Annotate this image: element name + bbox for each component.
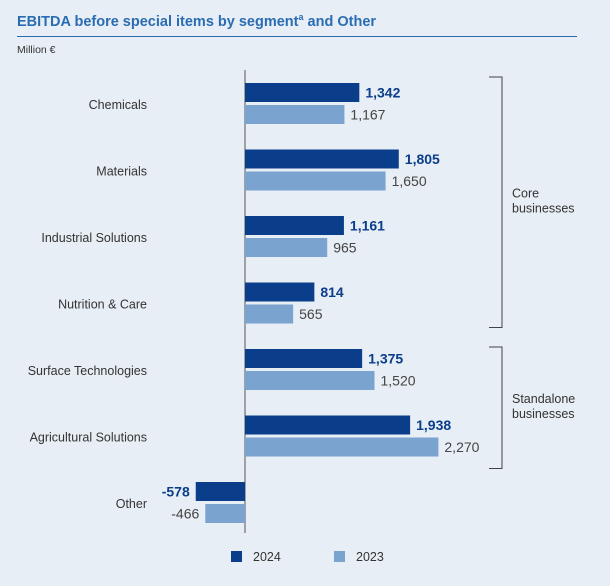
chart-title: EBITDA before special items by segmenta … <box>17 12 377 30</box>
bar-2023-industrial-solutions <box>245 238 328 257</box>
category-label-surface-technologies: Surface Technologies <box>28 364 147 378</box>
value-label-2024-agricultural-solutions: 1,938 <box>416 417 451 433</box>
bar-2023-nutrition-care <box>245 304 294 324</box>
group-label-0-line-1: businesses <box>512 201 575 215</box>
category-label-materials: Materials <box>96 165 147 179</box>
group-brace-0 <box>489 76 503 328</box>
category-label-nutrition-care: Nutrition & Care <box>58 298 147 312</box>
value-label-2023-other: -466 <box>171 506 199 522</box>
bar-2023-surface-technologies <box>245 371 375 390</box>
value-label-2023-nutrition-care: 565 <box>299 306 323 322</box>
category-label-chemicals: Chemicals <box>89 98 147 112</box>
bar-2024-industrial-solutions <box>245 216 344 235</box>
value-label-2024-materials: 1,805 <box>405 151 440 167</box>
bar-2023-chemicals <box>245 105 345 124</box>
unit-label: Million € <box>17 44 56 56</box>
value-label-2024-nutrition-care: 814 <box>320 284 344 300</box>
bar-2024-other <box>195 482 245 501</box>
legend-swatch-2024 <box>231 551 242 562</box>
value-label-2024-other: -578 <box>162 484 190 500</box>
value-label-2023-chemicals: 1,167 <box>350 107 385 123</box>
bar-2024-agricultural-solutions <box>245 415 411 435</box>
legend-label-2023: 2023 <box>356 550 384 564</box>
bar-2023-other <box>205 504 245 523</box>
bar-2023-agricultural-solutions <box>245 437 439 457</box>
title-rule <box>17 36 577 37</box>
legend-swatch-2023 <box>334 551 345 562</box>
bar-2024-materials <box>245 149 399 169</box>
legend-label-2024: 2024 <box>253 550 281 564</box>
category-label-other: Other <box>116 497 147 511</box>
bar-2024-chemicals <box>245 83 360 102</box>
value-label-2024-industrial-solutions: 1,161 <box>350 218 385 234</box>
bar-2024-nutrition-care <box>245 282 315 302</box>
value-label-2023-materials: 1,650 <box>392 173 427 189</box>
bar-2023-materials <box>245 171 386 191</box>
group-label-0-line-0: Core <box>512 186 539 200</box>
category-label-industrial-solutions: Industrial Solutions <box>41 231 147 245</box>
bar-2024-surface-technologies <box>245 349 363 368</box>
category-label-agricultural-solutions: Agricultural Solutions <box>30 431 147 445</box>
value-label-2023-surface-technologies: 1,520 <box>381 373 416 389</box>
value-label-2024-surface-technologies: 1,375 <box>368 351 403 367</box>
value-label-2023-industrial-solutions: 965 <box>333 240 357 256</box>
group-label-1-line-0: Standalone <box>512 392 575 406</box>
group-brace-1 <box>489 346 503 469</box>
value-label-2024-chemicals: 1,342 <box>365 85 400 101</box>
group-label-1-line-1: businesses <box>512 407 575 421</box>
value-label-2023-agricultural-solutions: 2,270 <box>444 439 479 455</box>
